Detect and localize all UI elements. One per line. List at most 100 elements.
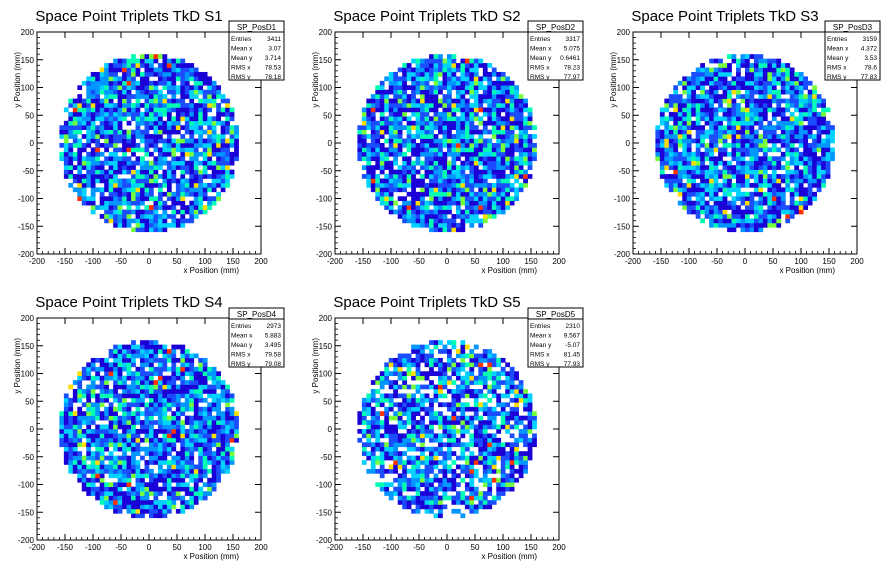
- heatmap-bin: [149, 152, 154, 157]
- heatmap-bin: [131, 76, 136, 81]
- heatmap-bin: [221, 183, 226, 188]
- heatmap-bin: [465, 130, 470, 135]
- heatmap-bin: [194, 121, 199, 126]
- heatmap-bin: [451, 63, 456, 68]
- heatmap-bin: [109, 465, 114, 470]
- heatmap-bin: [429, 130, 434, 135]
- heatmap-bin: [434, 223, 439, 228]
- heatmap-bin: [487, 63, 492, 68]
- heatmap-bin: [741, 147, 746, 152]
- heatmap-bin: [104, 425, 109, 430]
- heatmap-bin: [407, 68, 412, 73]
- heatmap-bin: [501, 187, 506, 192]
- heatmap-bin: [189, 420, 194, 425]
- heatmap-bin: [794, 81, 799, 86]
- heatmap-bin: [682, 170, 687, 175]
- heatmap-bin: [691, 112, 696, 117]
- heatmap-bin: [776, 165, 781, 170]
- heatmap-bin: [434, 116, 439, 121]
- heatmap-bin: [113, 218, 118, 223]
- heatmap-bin: [705, 143, 710, 148]
- heatmap-bin: [389, 205, 394, 210]
- heatmap-bin: [709, 170, 714, 175]
- heatmap-bin: [127, 429, 132, 434]
- heatmap-bin: [398, 125, 403, 130]
- heatmap-bin: [82, 465, 87, 470]
- heatmap-bin: [723, 170, 728, 175]
- heatmap-bin: [203, 116, 208, 121]
- heatmap-bin: [216, 107, 221, 112]
- heatmap-bin: [469, 187, 474, 192]
- heatmap-bin: [131, 94, 136, 99]
- heatmap-bin: [478, 107, 483, 112]
- heatmap-bin: [95, 456, 100, 461]
- heatmap-bin: [158, 487, 163, 492]
- heatmap-bin: [732, 214, 737, 219]
- heatmap-bin: [411, 183, 416, 188]
- heatmap-bin: [389, 112, 394, 117]
- heatmap-bin: [469, 205, 474, 210]
- heatmap-bin: [198, 385, 203, 390]
- heatmap-bin: [207, 196, 212, 201]
- heatmap-bin: [158, 227, 163, 232]
- heatmap-bin: [91, 420, 96, 425]
- heatmap-bin: [776, 94, 781, 99]
- x-tick-label: -50: [711, 257, 723, 266]
- heatmap-bin: [158, 152, 163, 157]
- heatmap-bin: [73, 447, 78, 452]
- heatmap-bin: [519, 103, 524, 108]
- heatmap-bin: [230, 447, 235, 452]
- heatmap-bin: [230, 407, 235, 412]
- heatmap-bin: [86, 482, 91, 487]
- heatmap-bin: [86, 107, 91, 112]
- heatmap-bin: [234, 429, 239, 434]
- heatmap-bin: [113, 183, 118, 188]
- heatmap-bin: [113, 420, 118, 425]
- heatmap-bin: [194, 161, 199, 166]
- heatmap-bin: [709, 99, 714, 104]
- heatmap-bin: [411, 107, 416, 112]
- heatmap-bin: [109, 85, 114, 90]
- heatmap-bin: [754, 170, 759, 175]
- heatmap-bin: [122, 147, 127, 152]
- heatmap-bin: [216, 442, 221, 447]
- heatmap-bin: [176, 90, 181, 95]
- heatmap-bin: [127, 469, 132, 474]
- heatmap-bin: [456, 156, 461, 161]
- heatmap-bin: [429, 90, 434, 95]
- heatmap-bin: [194, 442, 199, 447]
- heatmap-bin: [95, 425, 100, 430]
- heatmap-bin: [86, 196, 91, 201]
- heatmap-bin: [682, 201, 687, 206]
- heatmap-bin: [799, 134, 804, 139]
- heatmap-bin: [736, 63, 741, 68]
- heatmap-bin: [456, 103, 461, 108]
- heatmap-bin: [830, 147, 835, 152]
- heatmap-bin: [113, 411, 118, 416]
- heatmap-bin: [145, 161, 150, 166]
- heatmap-bin: [109, 174, 114, 179]
- heatmap-bin: [167, 447, 172, 452]
- heatmap-bin: [438, 68, 443, 73]
- heatmap-bin: [198, 143, 203, 148]
- heatmap-bin: [194, 205, 199, 210]
- heatmap-bin: [799, 183, 804, 188]
- heatmap-bin: [501, 72, 506, 77]
- heatmap-bin: [723, 152, 728, 157]
- heatmap-bin: [162, 473, 167, 478]
- heatmap-bin: [407, 85, 412, 90]
- heatmap-bin: [86, 362, 91, 367]
- heatmap-bin: [136, 469, 141, 474]
- heatmap-bin: [709, 183, 714, 188]
- heatmap-bin: [95, 451, 100, 456]
- heatmap-bin: [691, 174, 696, 179]
- heatmap-bin: [109, 112, 114, 117]
- heatmap-bin: [189, 504, 194, 509]
- heatmap-bin: [429, 134, 434, 139]
- heatmap-bin: [153, 478, 158, 483]
- heatmap-bin: [180, 393, 185, 398]
- x-tick-label: 100: [794, 257, 808, 266]
- heatmap-bin: [221, 125, 226, 130]
- heatmap-bin: [95, 376, 100, 381]
- heatmap-bin: [167, 376, 172, 381]
